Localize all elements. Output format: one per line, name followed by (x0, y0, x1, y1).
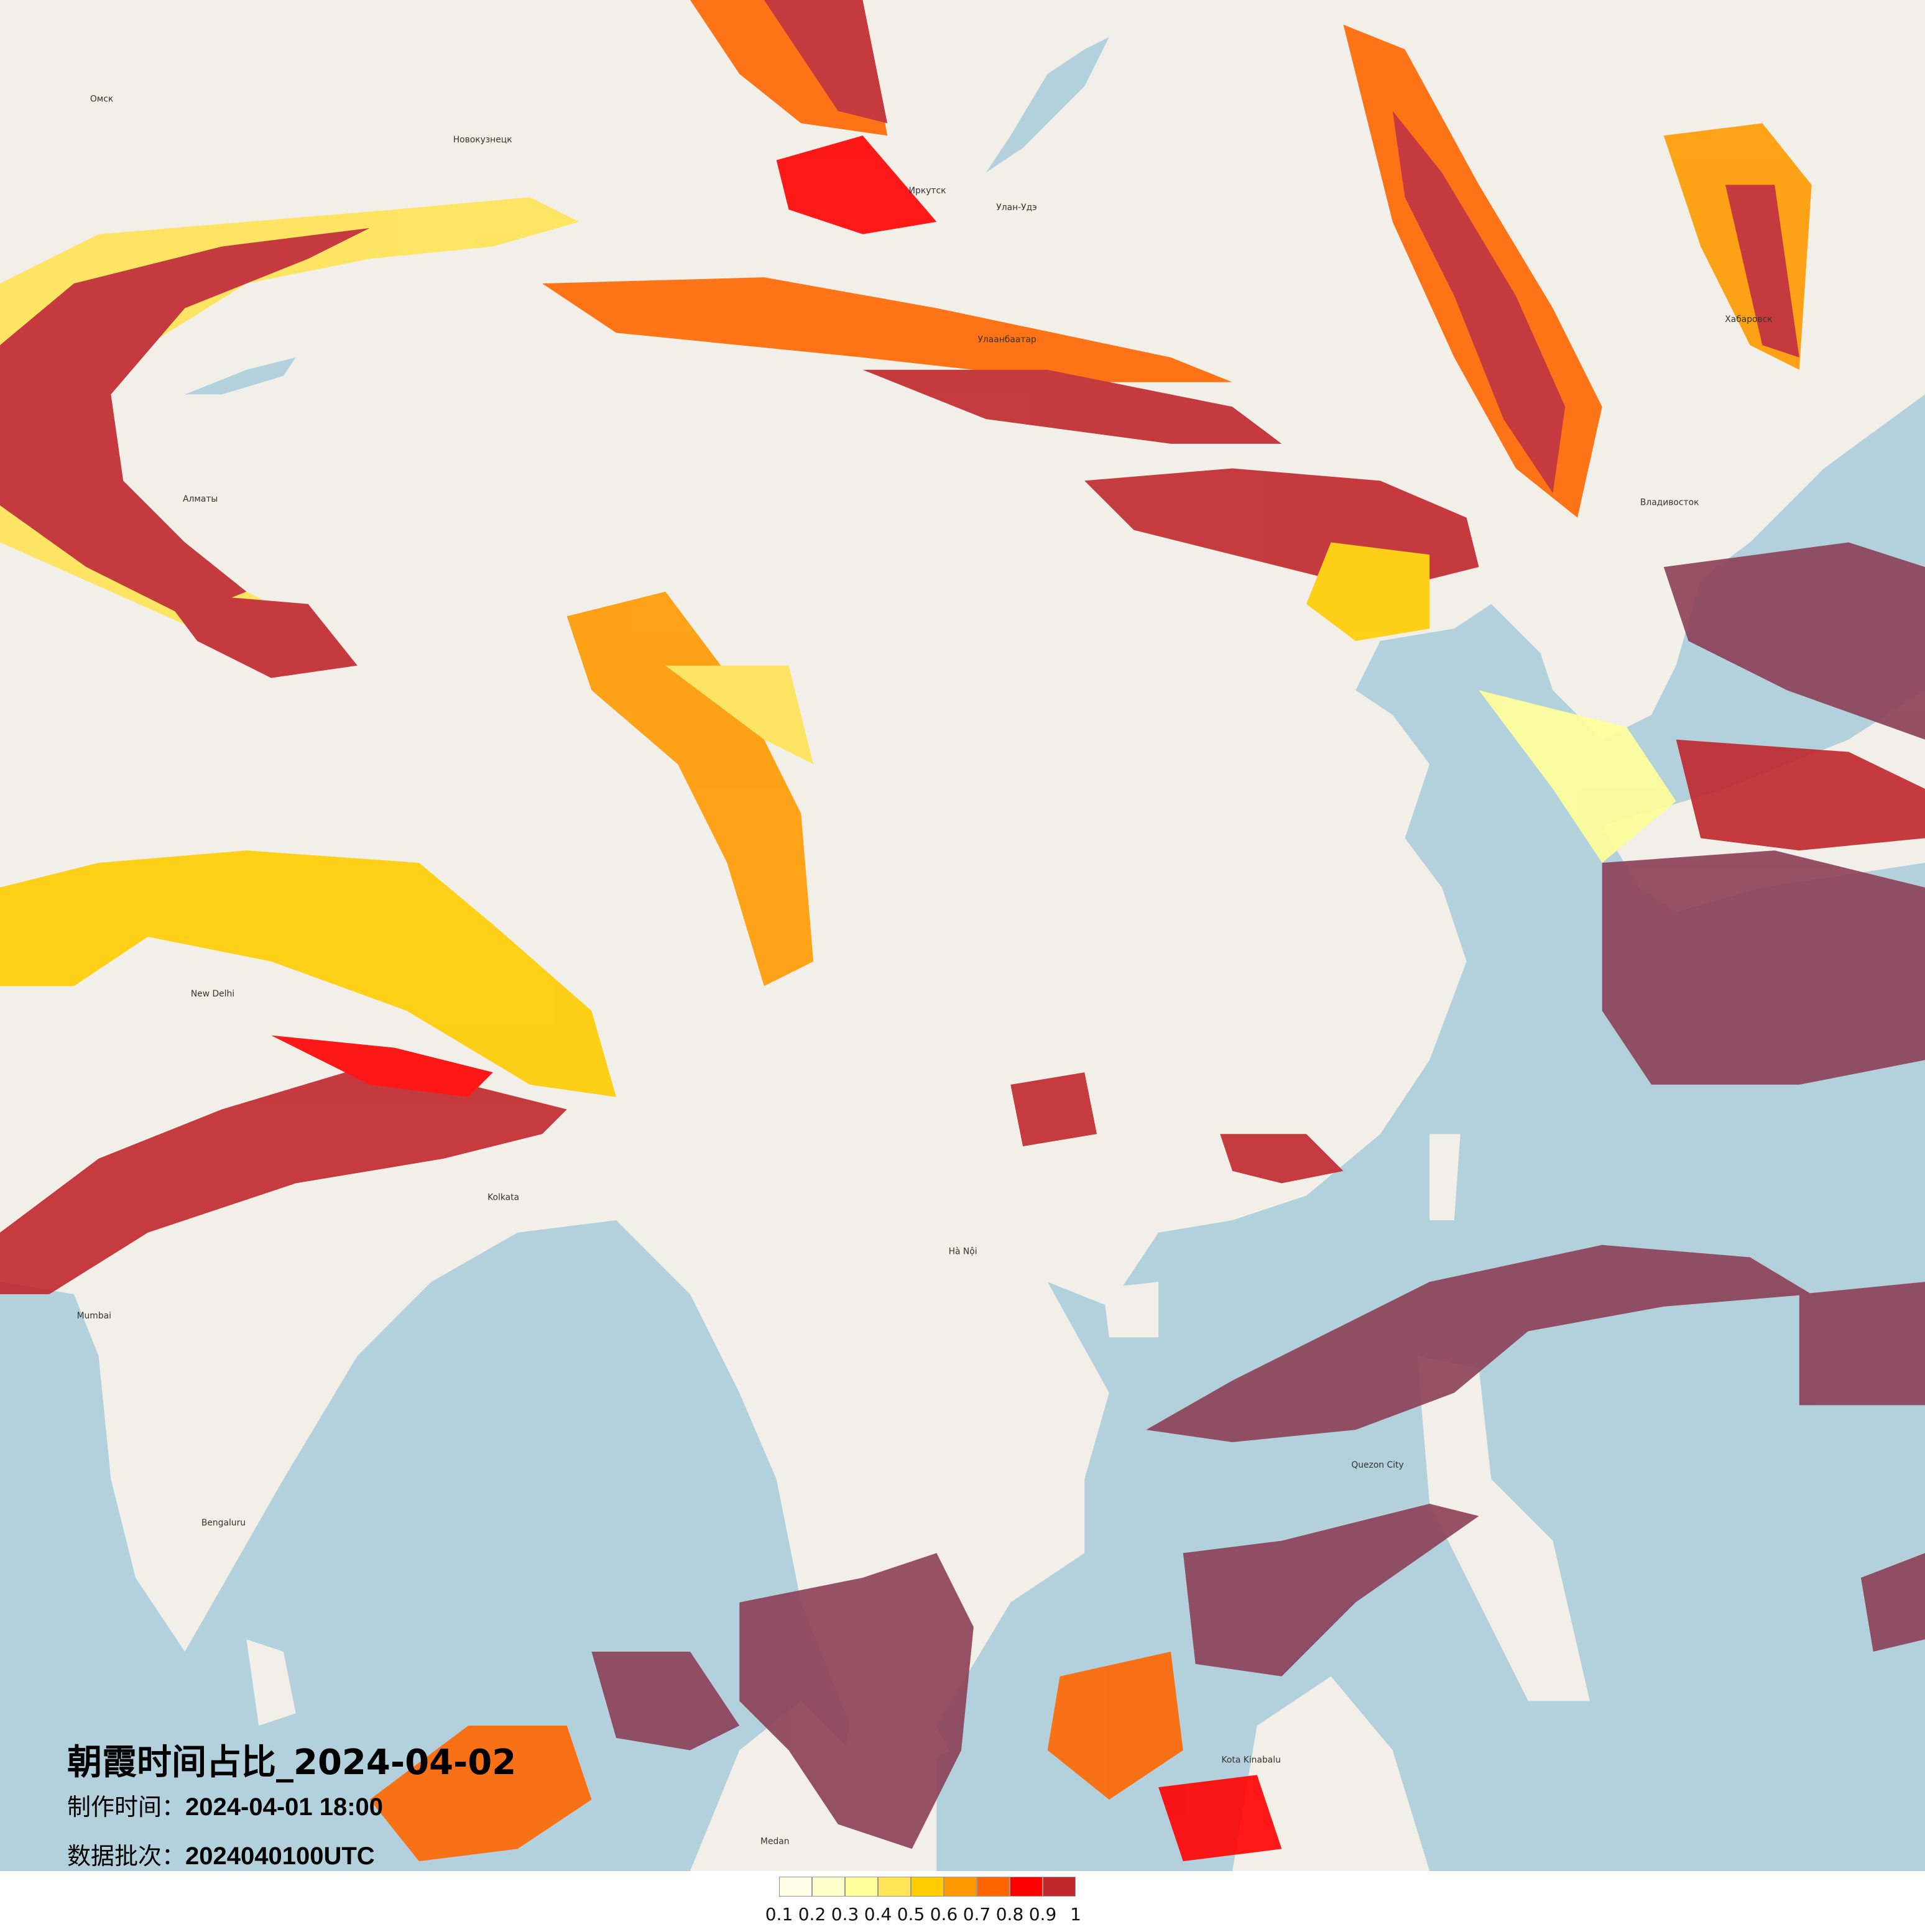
legend-swatch (1010, 1877, 1043, 1897)
heat-region (1392, 111, 1566, 494)
place-label: Иркутск (909, 186, 946, 196)
place-label: Улаанбаатар (977, 335, 1036, 345)
heat-region (1799, 1282, 1925, 1405)
heat-region (665, 665, 814, 765)
legend-tick-label: 0.3 (831, 1904, 859, 1925)
place-label: Kota Kinabalu (1222, 1755, 1281, 1765)
data-batch: 数据批次：2024040100UTC (67, 1837, 375, 1871)
hainan (1102, 1282, 1159, 1338)
legend-tick-label: 0.1 (765, 1904, 793, 1925)
legend-ticks: 0.1 0.2 0.3 0.4 0.5 0.6 0.7 0.8 0.9 1 (765, 1904, 1102, 1929)
philippines (1417, 1356, 1590, 1701)
place-label: Mumbai (77, 1311, 111, 1321)
pacific-ocean (936, 394, 1925, 1871)
heat-region (776, 136, 937, 234)
legend-tick-label: 0.6 (930, 1904, 958, 1925)
place-label: New Delhi (191, 989, 234, 999)
place-label: Новокузнецк (453, 135, 512, 145)
legend-tick-label: 0.9 (1028, 1904, 1057, 1925)
place-labels: Омск Новокузнецк Иркутск Улан-Удэ Хабаровск А… (77, 94, 1773, 1847)
heat-region (542, 277, 1233, 382)
lake-baikal (986, 37, 1109, 173)
heat-region (0, 228, 370, 617)
heat-region (160, 591, 358, 678)
heat-region (1860, 1553, 1925, 1652)
lake-balkhash (185, 357, 296, 395)
legend-swatch (845, 1877, 878, 1897)
heat-region (1047, 1652, 1183, 1800)
production-time-value: 2024-04-01 18:00 (185, 1793, 384, 1821)
legend-swatch (911, 1877, 944, 1897)
production-time-label: 制作时间： (67, 1793, 186, 1821)
legend-swatch (944, 1877, 977, 1897)
place-label: Хабаровск (1725, 315, 1772, 324)
heat-region (0, 850, 617, 1097)
place-label: Омск (90, 94, 113, 104)
place-label: Kolkata (487, 1192, 519, 1202)
heat-region (1010, 1072, 1097, 1147)
place-label: Алматы (183, 494, 218, 504)
heat-region (566, 591, 814, 987)
place-label: Quezon City (1351, 1460, 1403, 1470)
heat-region (1220, 1134, 1344, 1184)
data-batch-label: 数据批次： (67, 1842, 186, 1870)
legend-swatch (812, 1877, 845, 1897)
data-batch-value: 2024040100UTC (185, 1842, 375, 1870)
taiwan (1429, 1134, 1461, 1221)
heat-region (1663, 542, 1925, 740)
heat-region (739, 1553, 974, 1849)
heat-region (1306, 542, 1430, 642)
legend-swatch (1043, 1877, 1076, 1897)
heat-region (591, 1652, 740, 1750)
place-label: Улан-Удэ (996, 203, 1036, 213)
heat-region (1158, 1775, 1282, 1862)
place-label: Bengaluru (201, 1518, 246, 1528)
heat-region (1676, 739, 1925, 851)
legend-tick-label: 0.8 (995, 1904, 1024, 1925)
legend-tick-label: 0.5 (897, 1904, 925, 1925)
heat-region (1479, 690, 1676, 863)
place-label: Medan (760, 1836, 790, 1846)
legend-swatch (977, 1877, 1010, 1897)
heat-region (271, 1035, 493, 1097)
heat-region (764, 0, 888, 124)
legend-tick-label: 0.4 (864, 1904, 892, 1925)
map-title: 朝霞时间占比_2024-04-02 (67, 1742, 517, 1783)
borneo (1232, 1676, 1430, 1871)
color-legend (779, 1877, 1076, 1897)
legend-swatch (878, 1877, 911, 1897)
heat-region (1183, 1504, 1479, 1677)
heat-region (862, 369, 1282, 444)
map-canvas[interactable]: Омск Новокузнецк Иркутск Улан-Удэ Хабаровск А… (0, 0, 1925, 1871)
heat-region (0, 1072, 567, 1295)
heat-region (1602, 850, 1925, 1085)
place-label: Владивосток (1640, 497, 1699, 507)
arabian-sea (0, 1282, 198, 1871)
legend-swatch (779, 1877, 812, 1897)
legend-tick-label: 0.2 (798, 1904, 826, 1925)
legend-tick-label: 0.7 (962, 1904, 991, 1925)
heat-overlay (0, 0, 1925, 1862)
legend-tick-label: 1 (1070, 1904, 1081, 1925)
heat-region (1146, 1244, 1812, 1442)
production-time: 制作时间：2024-04-01 18:00 (67, 1788, 383, 1822)
place-label: Hà Nội (949, 1247, 977, 1257)
heat-region (369, 1726, 592, 1862)
sri-lanka (246, 1639, 296, 1726)
heat-region (1725, 185, 1799, 358)
